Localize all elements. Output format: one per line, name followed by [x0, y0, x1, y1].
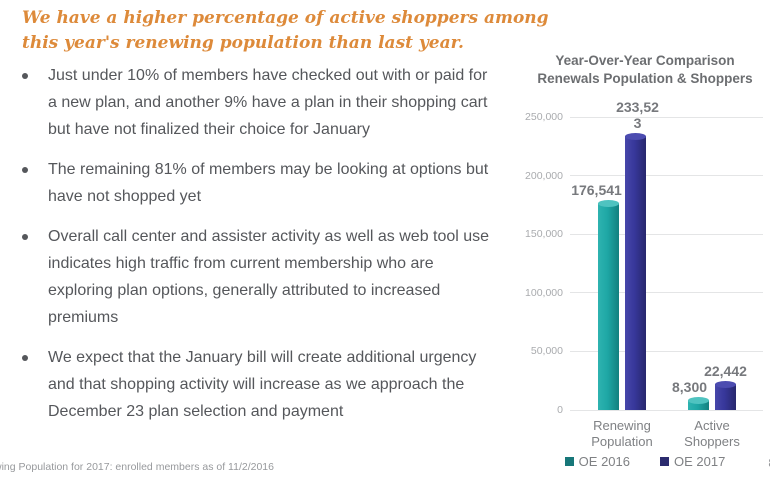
y-axis-tick-label: 50,000: [530, 345, 563, 358]
legend-swatch: [660, 457, 669, 466]
page-number: 8: [768, 456, 770, 470]
gridline: [570, 292, 763, 294]
bullet-item: We expect that the January bill will cre…: [18, 344, 496, 425]
y-axis-tick-label: 200,000: [525, 169, 563, 182]
y-axis-tick-label: 100,000: [525, 286, 563, 299]
bar-oe2016-renewing-population: [598, 200, 619, 410]
chart-title-line2: Renewals Population & Shoppers: [537, 71, 753, 87]
legend-item: OE 2016: [564, 454, 630, 469]
bullet-item: The remaining 81% of members may be look…: [18, 156, 496, 210]
bar-data-label: 22,442: [704, 362, 747, 379]
bullet-item: Overall call center and assister activit…: [18, 223, 496, 331]
y-axis-tick-label: 250,000: [525, 111, 563, 123]
gridline: [570, 233, 763, 235]
y-axis-tick-label: 150,000: [525, 228, 563, 241]
footer-note: wing Population for 2017: enrolled membe…: [0, 461, 274, 473]
bar-top-cap: [688, 397, 709, 405]
bar-data-label: 8,300: [671, 379, 708, 396]
chart-title-line1: Year-Over-Year Comparison: [555, 53, 735, 68]
bar-oe2017-active-shoppers: [715, 380, 736, 410]
bar-oe2016-active-shoppers: [688, 397, 709, 410]
bar-top-cap: [715, 380, 736, 388]
legend-item: OE 2017: [660, 454, 725, 469]
gridline: [570, 350, 763, 352]
chart-title: Year-Over-Year Comparison Renewals Popul…: [520, 52, 770, 88]
slide-title: We have a higher percentage of active sh…: [22, 8, 549, 53]
gridline: [570, 175, 763, 177]
gridline: [570, 116, 763, 118]
bar-top-cap: [598, 200, 619, 208]
legend-label: OE 2017: [674, 454, 726, 469]
y-axis-tick-label: 0: [557, 404, 563, 416]
legend-label: OE 2016: [578, 454, 630, 469]
bullet-item: Just under 10% of members have checked o…: [18, 62, 496, 143]
chart-legend: OE 2016 OE 2017: [520, 454, 770, 469]
plot-area: 0 50,000 100,000 150,000 200,000 250,000 176,5…: [525, 99, 763, 449]
legend-swatch: [564, 457, 574, 466]
gridline: [570, 409, 763, 411]
x-axis-category-label: Active Shoppers: [684, 418, 740, 450]
bullet-list: Just under 10% of members have checked o…: [18, 62, 496, 438]
bar-oe2017-renewing-population: [625, 133, 646, 410]
bar-top-cap: [625, 133, 646, 141]
bar-data-label: 233,523: [616, 99, 659, 132]
x-axis-category-label: Renewing Population: [591, 418, 653, 450]
bar-data-label: 176,541: [571, 182, 622, 199]
bar-chart: Year-Over-Year Comparison Renewals Popul…: [520, 45, 770, 475]
